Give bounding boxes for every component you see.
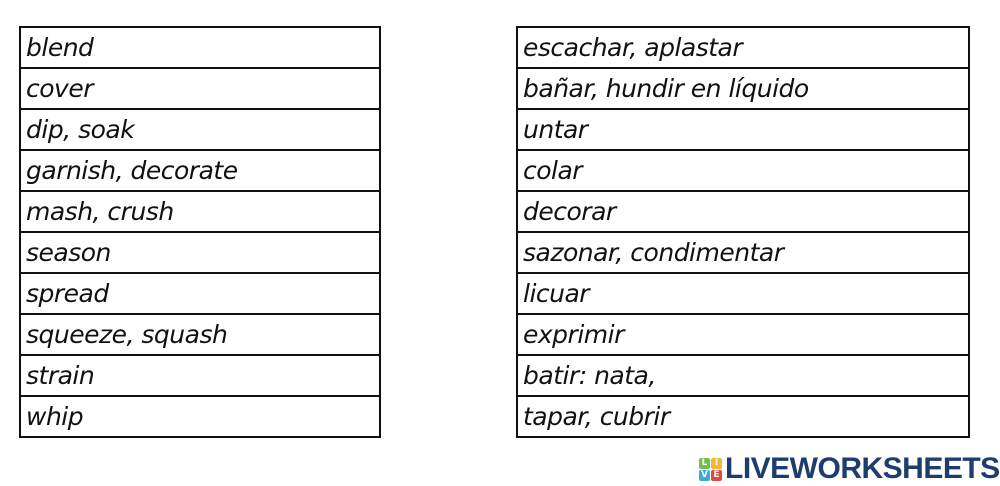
table-row: sazonar, condimentar [516,231,970,274]
english-word-cell: spread [19,272,381,315]
spanish-word-cell: exprimir [516,313,970,356]
logo-text: LIVEWORKSHEETS [725,452,1000,485]
spanish-word-cell: licuar [516,272,970,315]
english-word-cell: strain [19,354,381,397]
table-row: blend [19,26,381,69]
english-word-cell: season [19,231,381,274]
table-row: cover [19,67,381,110]
spanish-word-cell: colar [516,149,970,192]
table-row: season [19,231,381,274]
logo-tile: L [699,457,710,469]
english-word-cell: blend [19,26,381,69]
english-words-table: blend cover dip, soak garnish, decorate mash… [19,26,381,438]
english-word-cell: mash, crush [19,190,381,233]
table-row: whip [19,395,381,438]
logo-tile: V [699,469,710,481]
english-word-cell: cover [19,67,381,110]
table-row: batir: nata, [516,354,970,397]
spanish-word-cell: untar [516,108,970,151]
english-word-cell: dip, soak [19,108,381,151]
liveworksheets-logo: L I V E LIVEWORKSHEETS [699,452,1000,486]
spanish-words-table: escachar, aplastar bañar, hundir en líqui… [516,26,970,438]
table-row: tapar, cubrir [516,395,970,438]
spanish-word-cell: batir: nata, [516,354,970,397]
table-row: colar [516,149,970,192]
table-row: mash, crush [19,190,381,233]
spanish-word-cell: escachar, aplastar [516,26,970,69]
english-word-cell: garnish, decorate [19,149,381,192]
spanish-word-cell: decorar [516,190,970,233]
spanish-word-cell: sazonar, condimentar [516,231,970,274]
table-row: decorar [516,190,970,233]
table-row: squeeze, squash [19,313,381,356]
table-row: bañar, hundir en líquido [516,67,970,110]
logo-tile: E [711,469,722,481]
table-row: dip, soak [19,108,381,151]
table-row: strain [19,354,381,397]
table-row: spread [19,272,381,315]
table-row: exprimir [516,313,970,356]
logo-tile: I [711,457,722,469]
spanish-word-cell: bañar, hundir en líquido [516,67,970,110]
table-row: licuar [516,272,970,315]
logo-icon: L I V E [699,457,722,481]
spanish-word-cell: tapar, cubrir [516,395,970,438]
table-row: garnish, decorate [19,149,381,192]
table-row: escachar, aplastar [516,26,970,69]
english-word-cell: whip [19,395,381,438]
english-word-cell: squeeze, squash [19,313,381,356]
table-row: untar [516,108,970,151]
